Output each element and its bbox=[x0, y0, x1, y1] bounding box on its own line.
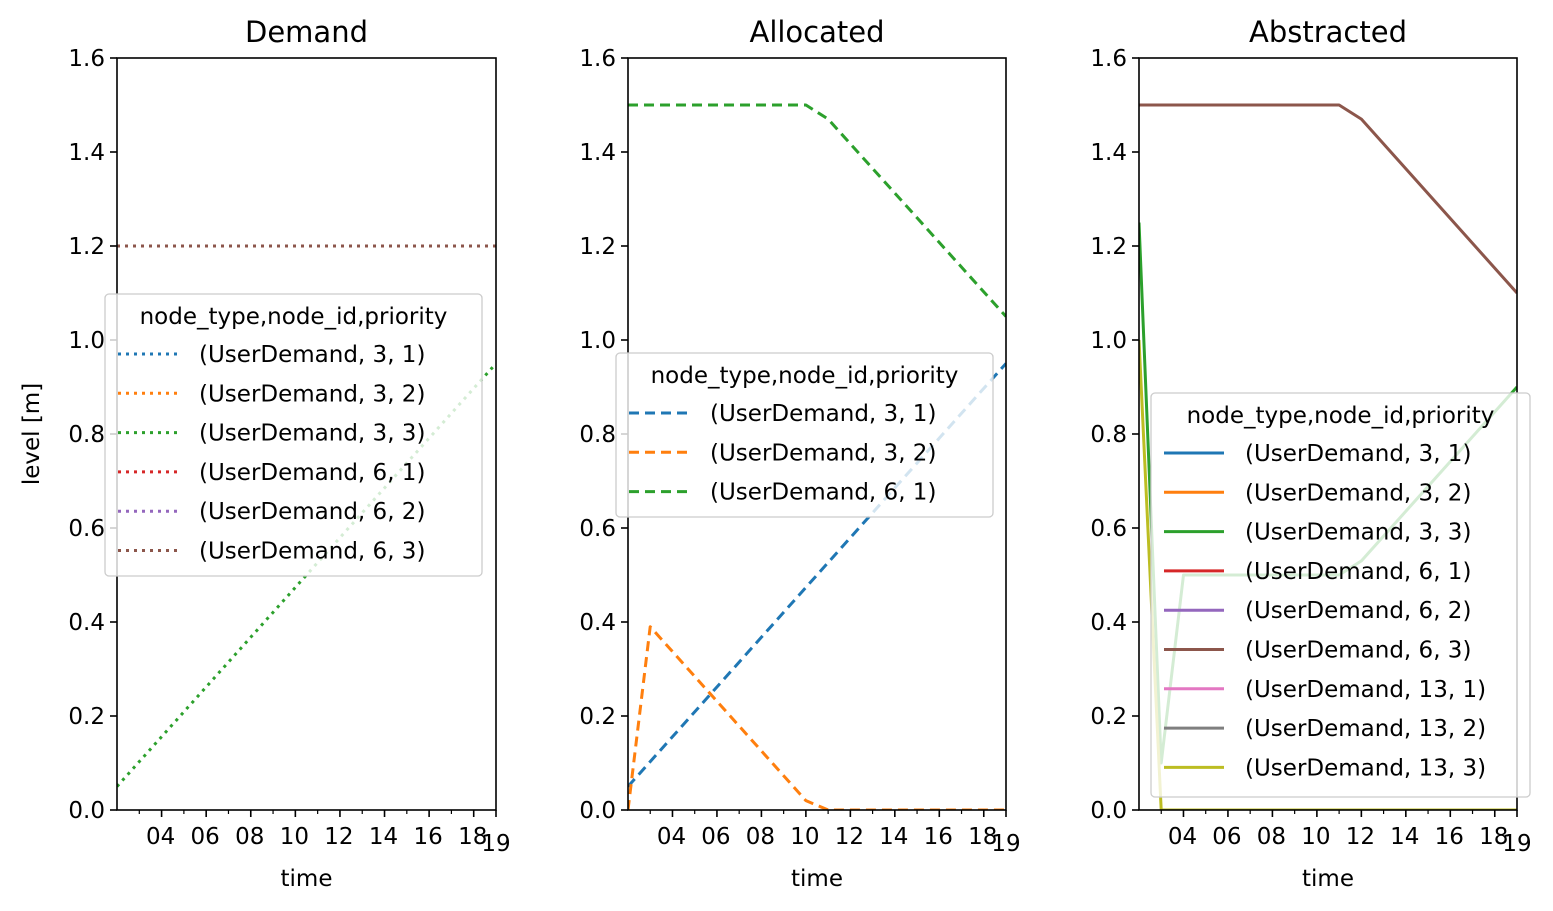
y-tick-label: 1.6 bbox=[579, 46, 616, 72]
x-tick-label: 19 bbox=[481, 831, 510, 857]
y-tick-label: 0.8 bbox=[68, 422, 105, 448]
x-tick-label: 08 bbox=[235, 824, 264, 850]
x-tick-label: 16 bbox=[1435, 824, 1464, 850]
series-line bbox=[1139, 339, 1517, 810]
x-tick-label: 18 bbox=[1479, 824, 1508, 850]
legend-label: (UserDemand, 6, 3) bbox=[199, 539, 425, 565]
legend-box bbox=[1150, 392, 1531, 798]
legend-box bbox=[615, 352, 994, 518]
chart-title: Allocated bbox=[749, 15, 884, 49]
legend-label: (UserDemand, 6, 2) bbox=[1245, 598, 1471, 624]
x-tick-label: 16 bbox=[924, 824, 953, 850]
legend-label: (UserDemand, 3, 1) bbox=[1245, 441, 1471, 467]
x-tick-label: 19 bbox=[991, 831, 1020, 857]
legend-label: (UserDemand, 3, 1) bbox=[199, 342, 425, 368]
y-tick-label: 0.0 bbox=[579, 798, 616, 824]
y-tick-label: 1.4 bbox=[1090, 140, 1127, 166]
y-tick-label: 0.6 bbox=[579, 516, 616, 542]
legend: node_type,node_id,priority (UserDemand, 3… bbox=[1150, 392, 1531, 798]
chart-panel-allocated: Allocated 0.0 0.2 0.4 0.6 0.8 1.0 1.2 1.4 1.6 04 06… bbox=[579, 15, 1020, 892]
x-tick-label: 06 bbox=[191, 824, 220, 850]
y-tick-label: 1.0 bbox=[579, 328, 616, 354]
legend-label: (UserDemand, 13, 1) bbox=[1245, 677, 1486, 703]
y-tick-label: 1.2 bbox=[1090, 234, 1127, 260]
y-tick-label: 1.2 bbox=[579, 234, 616, 260]
y-tick-label: 0.6 bbox=[1090, 516, 1127, 542]
x-tick-label: 12 bbox=[324, 824, 353, 850]
series-line bbox=[628, 625, 1006, 810]
y-axis-label: level [m] bbox=[19, 383, 45, 485]
legend-label: (UserDemand, 6, 3) bbox=[1245, 638, 1471, 664]
x-tick-label: 10 bbox=[1301, 824, 1330, 850]
x-tick-label: 12 bbox=[835, 824, 864, 850]
y-tick-label: 0.4 bbox=[68, 610, 105, 636]
x-tick-label: 14 bbox=[879, 824, 908, 850]
x-tick-label: 06 bbox=[1212, 824, 1241, 850]
x-axis-label: time bbox=[1302, 866, 1354, 892]
legend-label: (UserDemand, 13, 3) bbox=[1245, 755, 1486, 781]
y-tick-label: 0.0 bbox=[1090, 798, 1127, 824]
y-tick-label: 1.6 bbox=[1090, 46, 1127, 72]
legend-label: (UserDemand, 3, 1) bbox=[710, 401, 936, 427]
x-tick-label: 04 bbox=[1168, 824, 1197, 850]
y-tick-label: 1.2 bbox=[68, 234, 105, 260]
x-tick-label: 19 bbox=[1502, 831, 1531, 857]
x-tick-label: 18 bbox=[968, 824, 997, 850]
x-tick-label: 14 bbox=[369, 824, 398, 850]
legend-label: (UserDemand, 6, 1) bbox=[199, 460, 425, 486]
legend-title: node_type,node_id,priority bbox=[1187, 403, 1495, 429]
x-tick-label: 14 bbox=[1390, 824, 1419, 850]
legend: node_type,node_id,priority (UserDemand, 3… bbox=[615, 352, 994, 518]
y-tick-label: 0.2 bbox=[579, 704, 616, 730]
y-tick-label: 0.4 bbox=[1090, 610, 1127, 636]
chart-panel-demand: Demand 0.0 0.2 0.4 0.6 0.8 1.0 1.2 1.4 1.6 04 06 08 1… bbox=[19, 15, 511, 892]
y-tick-label: 1.0 bbox=[68, 328, 105, 354]
legend-label: (UserDemand, 3, 2) bbox=[199, 381, 425, 407]
legend-label: (UserDemand, 6, 1) bbox=[710, 480, 936, 506]
legend-label: (UserDemand, 3, 3) bbox=[1245, 520, 1471, 546]
legend-label: (UserDemand, 6, 1) bbox=[1245, 559, 1471, 585]
x-tick-label: 16 bbox=[413, 824, 442, 850]
x-tick-label: 12 bbox=[1346, 824, 1375, 850]
x-axis-label: time bbox=[281, 866, 333, 892]
y-tick-label: 0.8 bbox=[579, 422, 616, 448]
legend-title: node_type,node_id,priority bbox=[651, 363, 959, 389]
chart-title: Abstracted bbox=[1249, 15, 1407, 49]
x-tick-label: 10 bbox=[280, 824, 309, 850]
series-line bbox=[628, 103, 1006, 318]
x-axis-label: time bbox=[791, 866, 843, 892]
y-tick-label: 0.2 bbox=[68, 704, 105, 730]
legend-title: node_type,node_id,priority bbox=[140, 304, 448, 330]
x-tick-label: 06 bbox=[701, 824, 730, 850]
chart-title: Demand bbox=[245, 15, 368, 49]
legend: node_type,node_id,priority (UserDemand, 3… bbox=[104, 293, 483, 577]
y-tick-label: 0.2 bbox=[1090, 704, 1127, 730]
legend-label: (UserDemand, 3, 2) bbox=[1245, 480, 1471, 506]
y-tick-label: 0.4 bbox=[579, 610, 616, 636]
x-tick-label: 18 bbox=[458, 824, 487, 850]
y-tick-label: 0.0 bbox=[68, 798, 105, 824]
chart-panel-abstracted: Abstracted 0.0 0.2 0.4 0.6 0.8 1.0 1.2 1.4 1.6 04 0… bbox=[1090, 15, 1531, 892]
y-tick-label: 1.0 bbox=[1090, 328, 1127, 354]
legend-label: (UserDemand, 13, 2) bbox=[1245, 716, 1486, 742]
x-tick-label: 08 bbox=[1257, 824, 1286, 850]
legend-label: (UserDemand, 6, 2) bbox=[199, 499, 425, 525]
y-tick-label: 1.6 bbox=[68, 46, 105, 72]
y-tick-label: 0.6 bbox=[68, 516, 105, 542]
x-tick-label: 10 bbox=[790, 824, 819, 850]
legend-label: (UserDemand, 3, 2) bbox=[710, 440, 936, 466]
y-tick-label: 0.8 bbox=[1090, 422, 1127, 448]
x-tick-label: 04 bbox=[146, 824, 175, 850]
series-line bbox=[1139, 103, 1517, 295]
y-tick-label: 1.4 bbox=[68, 140, 105, 166]
legend-label: (UserDemand, 3, 3) bbox=[199, 421, 425, 447]
x-tick-label: 04 bbox=[657, 824, 686, 850]
legend-box bbox=[104, 293, 483, 577]
y-tick-label: 1.4 bbox=[579, 140, 616, 166]
x-tick-label: 08 bbox=[746, 824, 775, 850]
